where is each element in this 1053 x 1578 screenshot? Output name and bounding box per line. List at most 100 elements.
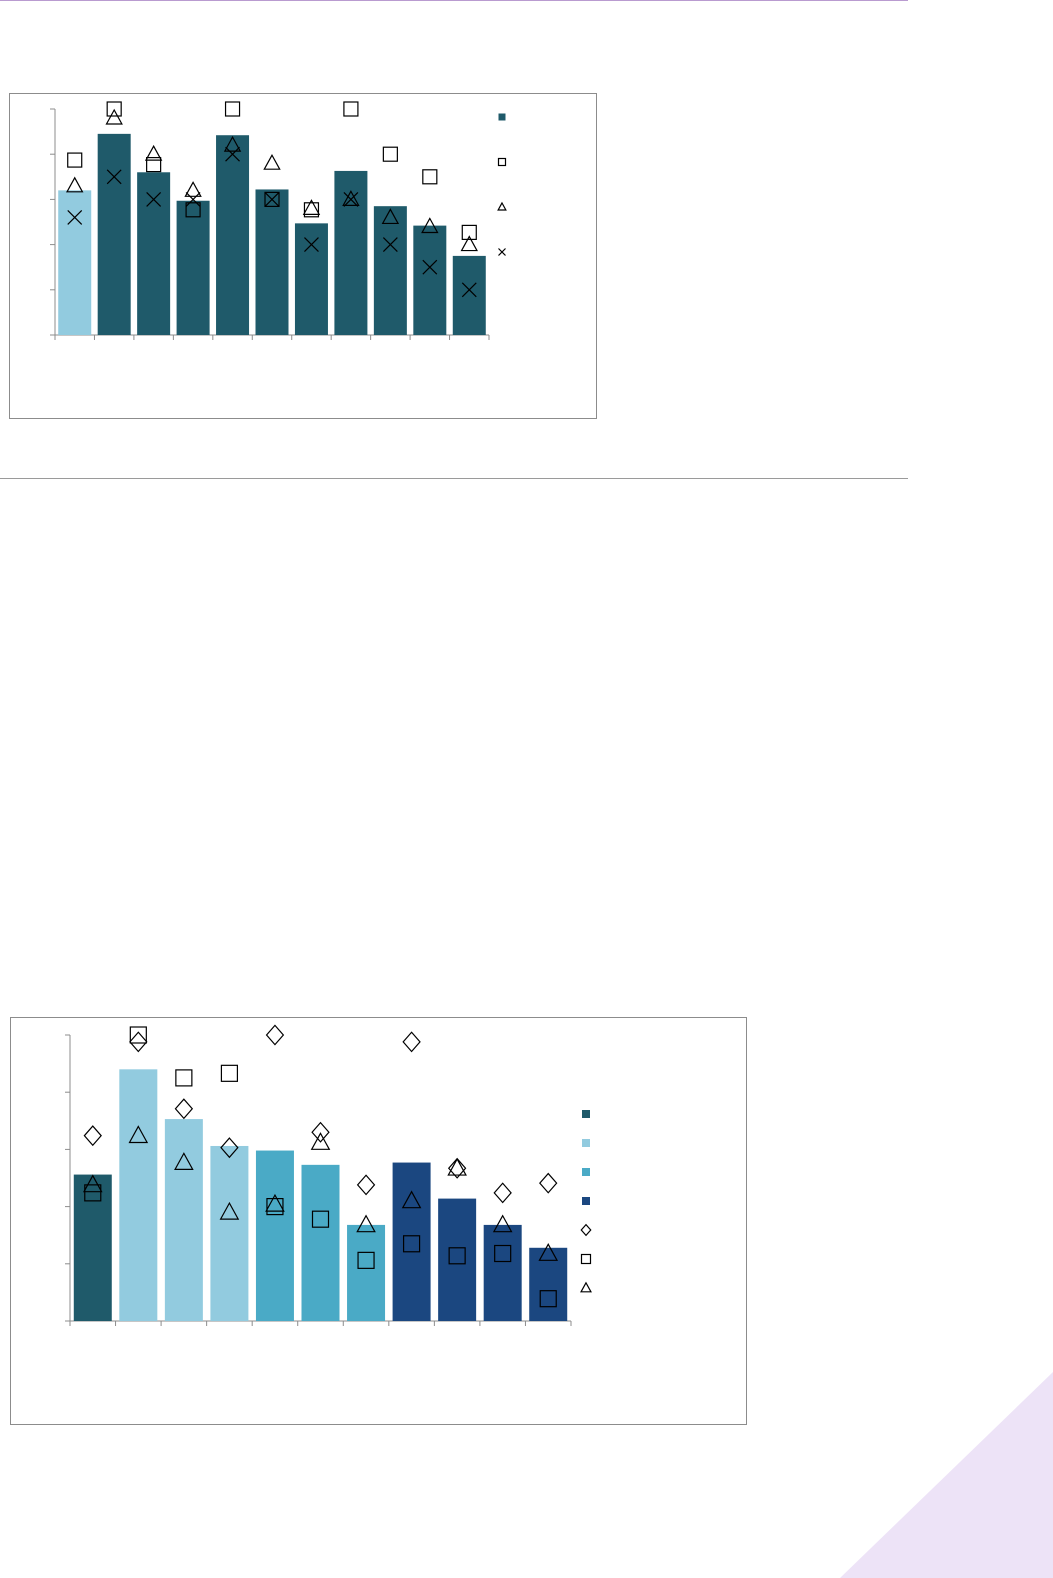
triangle-point [174, 1152, 194, 1170]
triangle-point [342, 190, 360, 206]
bar [452, 255, 486, 335]
bar [438, 1198, 477, 1321]
square-point [129, 1026, 147, 1044]
legend-square-key [580, 1253, 592, 1265]
square-point [461, 224, 477, 240]
legend-x-key [498, 248, 506, 256]
triangle-point [223, 135, 242, 152]
legend-bar-key [582, 1197, 590, 1205]
diamond-point [539, 1172, 558, 1194]
square-point [448, 1247, 466, 1265]
chart-2-frame [10, 1017, 747, 1425]
bar [73, 1174, 112, 1321]
bar [373, 206, 407, 335]
square-point [357, 1251, 375, 1269]
bar [137, 172, 171, 335]
x-point [343, 191, 359, 207]
square-point [311, 1210, 330, 1228]
triangle-point [128, 1125, 149, 1144]
bar [97, 133, 131, 335]
triangle-point [492, 1214, 513, 1233]
bar [255, 189, 289, 335]
square-point [175, 1069, 193, 1087]
triangle-point [538, 1243, 559, 1261]
square-point [220, 1064, 239, 1082]
bar [164, 1119, 203, 1321]
triangle-point [66, 176, 84, 193]
legend-bar-key [582, 1139, 590, 1147]
bar [347, 1224, 386, 1321]
diamond-point [447, 1157, 467, 1179]
bar [392, 1162, 431, 1321]
bar [210, 1145, 249, 1321]
x-point [185, 191, 201, 207]
square-point [494, 1244, 512, 1263]
x-point [264, 191, 280, 207]
square-point [84, 1184, 102, 1202]
square-point [266, 1198, 284, 1216]
bar [301, 1164, 340, 1321]
section-divider [0, 478, 908, 479]
square-point [343, 101, 359, 117]
square-point [224, 101, 241, 117]
chart-2 [65, 1024, 592, 1326]
x-point [67, 210, 83, 225]
square-point [264, 191, 280, 208]
diamond-point [356, 1174, 376, 1196]
diamond-point [174, 1098, 194, 1120]
bar [255, 1150, 294, 1321]
square-point [402, 1235, 421, 1253]
triangle-point [263, 153, 281, 170]
x-point [461, 282, 477, 298]
diamond-point [220, 1137, 239, 1159]
x-point [304, 237, 319, 253]
top-divider [0, 0, 908, 1]
square-point [67, 152, 83, 168]
triangle-point [421, 217, 439, 234]
legend-square-key [497, 157, 507, 167]
x-point [422, 259, 438, 275]
triangle-point [401, 1190, 422, 1209]
bar [483, 1224, 522, 1321]
triangle-point [82, 1174, 103, 1193]
diamond-point [265, 1024, 285, 1046]
triangle-point [144, 144, 163, 161]
diamond-point [493, 1182, 512, 1204]
square-point [382, 146, 398, 162]
square-point [303, 202, 320, 218]
legend-bar-key [582, 1168, 590, 1176]
square-point [539, 1290, 557, 1308]
x-point [106, 169, 122, 185]
x-point [225, 146, 240, 162]
bar [58, 190, 92, 335]
chart-1-frame [9, 93, 597, 419]
legend-triangle-key [497, 201, 507, 211]
square-point [146, 156, 162, 173]
triangle-point [302, 199, 321, 215]
bar [176, 200, 210, 335]
bar [216, 135, 250, 335]
triangle-point [219, 1201, 240, 1220]
triangle-point [310, 1132, 331, 1150]
bar [529, 1247, 568, 1321]
triangle-point [381, 208, 400, 225]
diamond-point [83, 1125, 102, 1147]
legend-bar-key [582, 1110, 590, 1118]
bar [413, 225, 447, 335]
diamond-point [311, 1121, 330, 1143]
bar [119, 1069, 158, 1321]
legend-triangle-key [580, 1281, 592, 1293]
triangle-point [460, 235, 478, 252]
bar [294, 223, 328, 335]
square-point [422, 169, 438, 185]
chart-1 [50, 101, 507, 340]
triangle-point [447, 1157, 467, 1176]
x-point [146, 191, 162, 207]
triangle-point [105, 108, 123, 125]
diamond-point [129, 1031, 148, 1053]
triangle-point [184, 181, 202, 197]
square-point [185, 202, 201, 218]
x-point [382, 237, 398, 253]
legend-bar-key [498, 113, 506, 121]
